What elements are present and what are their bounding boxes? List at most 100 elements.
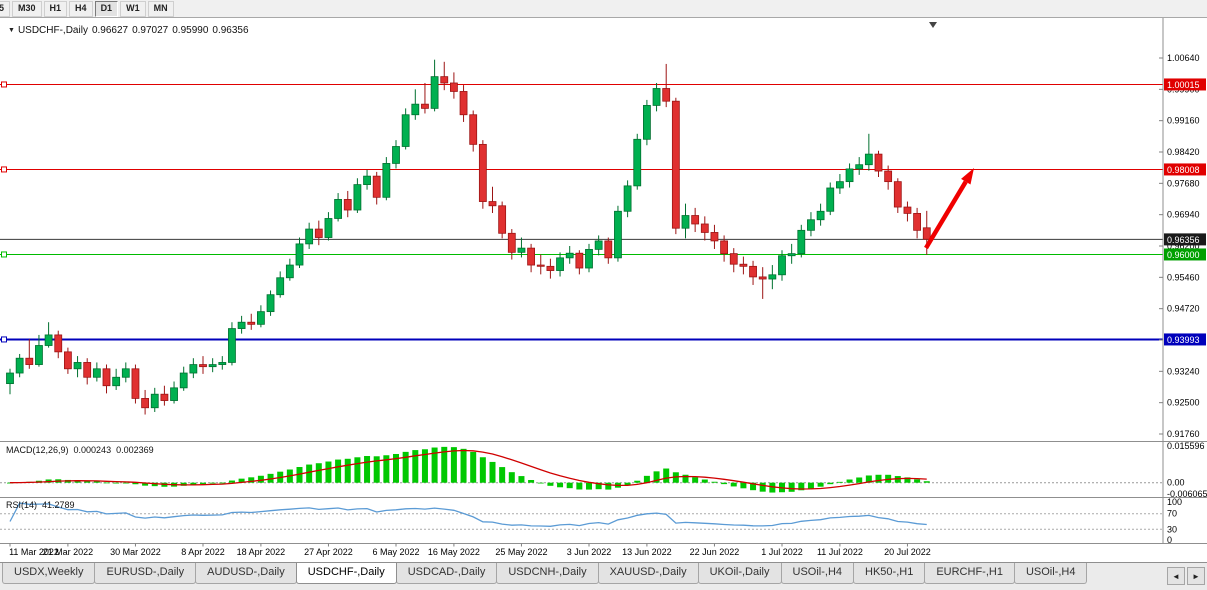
macd-histogram-bar (431, 447, 438, 483)
rsi-axis-label: 30 (1167, 524, 1177, 534)
hline-anchor-marker[interactable] (1, 251, 7, 258)
date-axis-label: 20 Jul 2022 (884, 547, 931, 557)
tab-usdx-weekly[interactable]: USDX,Weekly (2, 563, 96, 584)
macd-histogram-bar (460, 448, 467, 483)
price-badge-label: 1.00015 (1167, 80, 1200, 90)
timeframe-mn-button[interactable]: MN (147, 0, 174, 17)
ohlc-open: 0.96627 (91, 25, 129, 36)
candle-body (372, 175, 381, 198)
hline-anchor-marker[interactable] (1, 166, 7, 173)
price-axis-label: 0.96940 (1167, 210, 1200, 220)
macd-histogram-bar (499, 467, 506, 483)
candle-body (363, 175, 371, 186)
candle-body (295, 243, 304, 266)
macd-histogram-bar (904, 477, 911, 483)
candle-body (758, 276, 767, 280)
macd-histogram-bar (344, 458, 351, 483)
macd-histogram-bar (238, 478, 245, 483)
macd-axis-label: 0.00 (1167, 478, 1185, 488)
timeframe-5-button[interactable]: 5 (0, 0, 11, 17)
date-axis-label: 8 Apr 2022 (181, 547, 225, 557)
macd-histogram-bar (595, 482, 602, 490)
price-badge-label: 0.98008 (1167, 165, 1200, 175)
macd-histogram-bar (122, 482, 129, 484)
macd-histogram-bar (190, 482, 197, 485)
tab-audusd-daily[interactable]: AUDUSD-,Daily (195, 563, 297, 584)
tab-ukoil-daily[interactable]: UKOil-,Daily (697, 563, 782, 584)
tab-eurchf-h1[interactable]: EURCHF-,H1 (924, 563, 1015, 584)
macd-histogram-bar (624, 482, 631, 485)
macd-histogram-bar (827, 482, 834, 485)
macd-histogram-bar (788, 482, 795, 492)
macd-histogram-bar (875, 474, 882, 483)
macd-histogram-bar (856, 477, 863, 483)
macd-histogram-bar (508, 472, 515, 483)
candle-body (179, 372, 188, 389)
date-axis-label: 13 Jun 2022 (622, 547, 672, 557)
candle-body (604, 240, 613, 259)
macd-histogram-bar (894, 476, 901, 483)
price-chart-canvas[interactable]: 1.006400.999000.991600.984200.976800.969… (0, 18, 1207, 562)
tabs-scroll-right-button[interactable]: ► (1187, 567, 1205, 585)
macd-histogram-bar (557, 482, 564, 488)
candle-body (893, 181, 902, 208)
price-axis-label: 0.95460 (1167, 272, 1200, 282)
tab-usdcnh-daily[interactable]: USDCNH-,Daily (496, 563, 599, 584)
candle-body (160, 393, 169, 401)
tabs-scroll-left-button[interactable]: ◄ (1167, 567, 1185, 585)
macd-main-value: 0.000243 (73, 445, 112, 455)
candle-body (83, 362, 92, 378)
chart-dropdown-icon[interactable]: ▼ (8, 27, 15, 34)
trend-arrow-shaft[interactable] (924, 180, 968, 250)
macd-histogram-bar (354, 457, 361, 483)
chart-shift-marker-icon[interactable] (929, 22, 937, 28)
macd-histogram-bar (315, 463, 322, 483)
hline-anchor-marker[interactable] (1, 81, 7, 88)
tab-usdchf-daily[interactable]: USDCHF-,Daily (295, 563, 397, 584)
macd-histogram-bar (142, 482, 149, 486)
macd-histogram-bar (653, 471, 660, 483)
macd-histogram-bar (267, 473, 274, 483)
candle-body (623, 185, 632, 212)
candle-body (498, 205, 507, 234)
candle-body (449, 82, 458, 92)
macd-axis-label: 0.015596 (1167, 441, 1205, 451)
tab-xauusd-daily[interactable]: XAUUSD-,Daily (597, 563, 699, 584)
timeframe-w1-button[interactable]: W1 (120, 0, 146, 17)
candle-body (768, 274, 777, 280)
macd-histogram-bar (200, 482, 206, 484)
timeframe-h4-button[interactable]: H4 (69, 0, 93, 17)
macd-signal-value: 0.002369 (116, 445, 154, 455)
macd-histogram-bar (730, 482, 737, 487)
date-axis-label: 16 May 2022 (428, 547, 480, 557)
price-badge (1164, 233, 1206, 246)
candle-body (237, 321, 246, 329)
candle-body (353, 184, 362, 211)
candle-body (25, 357, 34, 365)
macd-histogram-bar (402, 451, 409, 483)
date-axis-label: 11 Jul 2022 (817, 547, 863, 557)
candle-body (575, 252, 584, 269)
price-axis-label: 0.92500 (1167, 398, 1200, 408)
tab-usoil-h4[interactable]: USOil-,H4 (1013, 563, 1088, 584)
trend-arrow-head[interactable] (961, 168, 974, 185)
date-axis-label: 27 Apr 2022 (304, 547, 353, 557)
macd-histogram-bar (450, 447, 457, 483)
timeframe-m30-button[interactable]: M30 (12, 0, 42, 17)
macd-histogram-bar (219, 482, 226, 484)
candle-body (35, 345, 43, 365)
tab-hk50-h1[interactable]: HK50-,H1 (853, 563, 926, 584)
tab-usdcad-daily[interactable]: USDCAD-,Daily (395, 563, 498, 584)
candle-body (411, 103, 420, 116)
tab-usoil-h4[interactable]: USOil-,H4 (780, 563, 855, 584)
timeframe-d1-button[interactable]: D1 (94, 0, 119, 17)
price-axis-label: 0.94720 (1167, 304, 1200, 314)
hline-anchor-marker[interactable] (1, 336, 7, 343)
macd-histogram-bar (113, 482, 120, 484)
candle-body (517, 247, 526, 253)
price-axis-label: 0.97680 (1167, 178, 1200, 188)
timeframe-h1-button[interactable]: H1 (43, 0, 68, 17)
candle-body (141, 398, 150, 409)
tab-eurusd-daily[interactable]: EURUSD-,Daily (94, 563, 197, 584)
macd-indicator-label: MACD(12,26,9) 0.000243 0.002369 (6, 445, 159, 455)
